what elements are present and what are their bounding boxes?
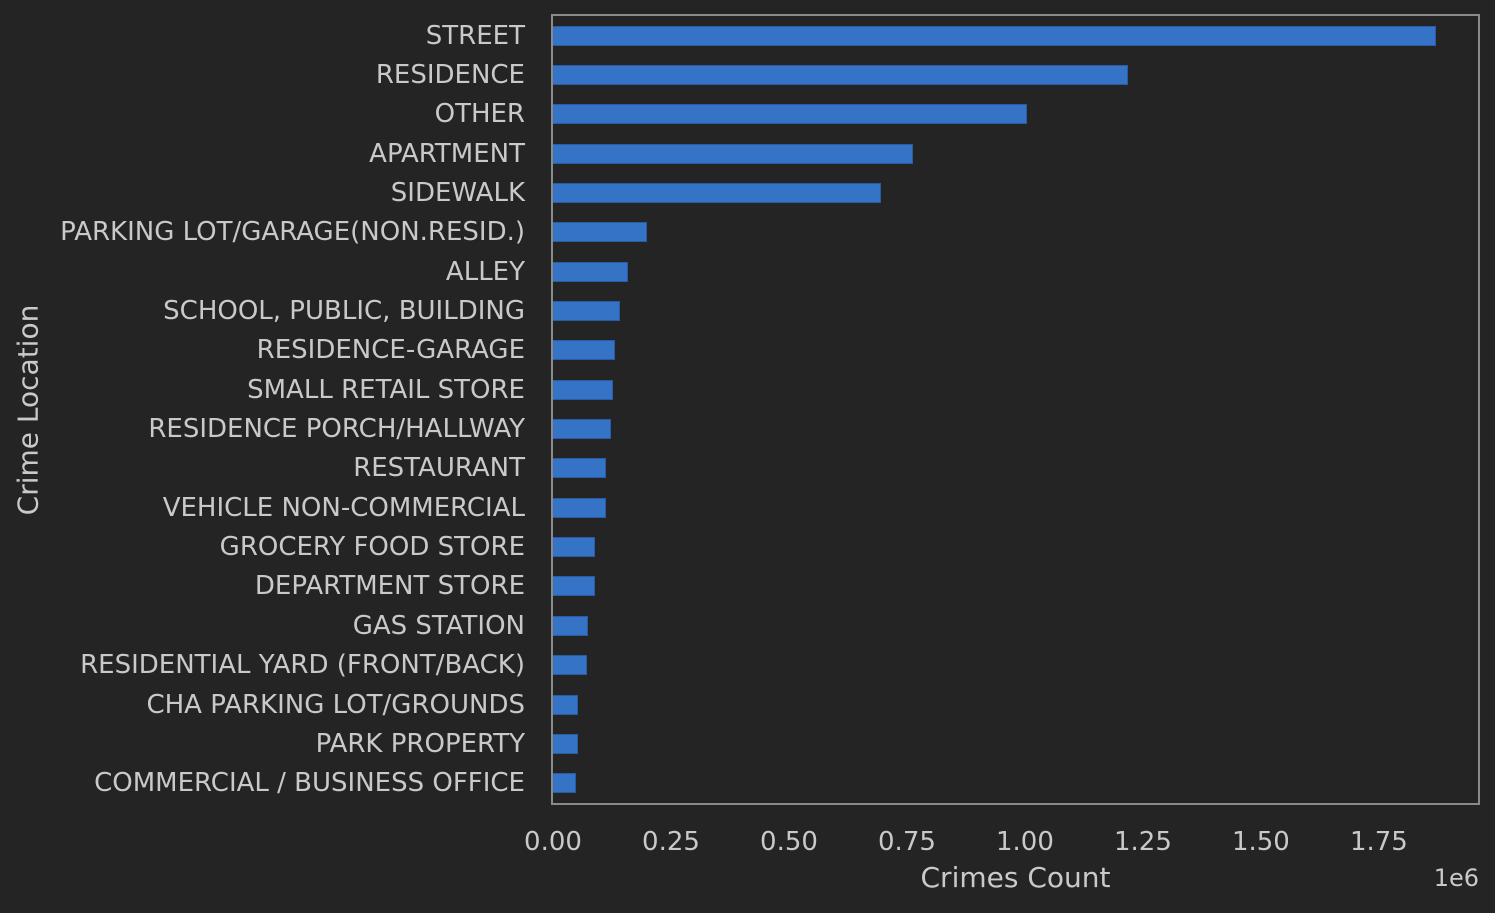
- x-tick-label: 0.75: [878, 827, 936, 857]
- x-tick-label: 0.00: [524, 827, 582, 857]
- y-tick-label: RESIDENCE-GARAGE: [256, 335, 525, 366]
- y-tick-label: SMALL RETAIL STORE: [247, 374, 525, 405]
- bar-row: [553, 527, 1478, 566]
- bar-row: [553, 646, 1478, 685]
- bar-row: [553, 173, 1478, 212]
- bar: [553, 655, 588, 676]
- bar-row: [553, 370, 1478, 409]
- bar: [553, 183, 882, 204]
- x-axis-label: Crimes Count: [920, 861, 1111, 894]
- y-tick-label: OTHER: [434, 99, 525, 130]
- x-tick-label: 0.25: [642, 827, 700, 857]
- y-tick-label: RESIDENCE PORCH/HALLWAY: [148, 414, 525, 445]
- y-tick-label: PARK PROPERTY: [315, 728, 525, 759]
- bars-container: [553, 16, 1478, 803]
- y-tick-label: APARTMENT: [369, 138, 525, 169]
- y-tick-label: GAS STATION: [352, 610, 525, 641]
- x-tick-label: 1.50: [1231, 827, 1290, 857]
- bar-row: [553, 685, 1478, 724]
- bar: [553, 773, 577, 794]
- y-tick-label: SIDEWALK: [390, 178, 525, 209]
- y-tick-label: DEPARTMENT STORE: [254, 571, 525, 602]
- plot-area: [551, 14, 1480, 805]
- bar: [553, 65, 1129, 86]
- y-tick-label: VEHICLE NON-COMMERCIAL: [162, 492, 525, 523]
- x-tick-labels: 0.00 0.25 0.50 0.75 1.00 1.25 1.50 1.75: [524, 827, 1478, 859]
- bar-row: [553, 449, 1478, 488]
- bar: [553, 25, 1436, 46]
- x-tick-label: 1.25: [1113, 827, 1172, 857]
- bar: [553, 576, 595, 597]
- bar-row: [553, 331, 1478, 370]
- bar: [553, 537, 596, 558]
- bar: [553, 419, 611, 440]
- bar-row: [553, 567, 1478, 606]
- y-tick-label: CHA PARKING LOT/GROUNDS: [146, 689, 525, 720]
- bar-row: [553, 16, 1478, 55]
- bar-row: [553, 764, 1478, 803]
- y-tick-label: GROCERY FOOD STORE: [219, 532, 525, 563]
- bar: [553, 104, 1028, 125]
- bar: [553, 143, 914, 164]
- bar: [553, 261, 628, 282]
- y-tick-label: RESIDENTIAL YARD (FRONT/BACK): [80, 650, 525, 681]
- bar-row: [553, 724, 1478, 763]
- bar: [553, 733, 578, 754]
- y-tick-label: RESTAURANT: [353, 453, 525, 484]
- bar: [553, 615, 589, 636]
- bar-row: [553, 291, 1478, 330]
- bar-row: [553, 488, 1478, 527]
- y-tick-labels: STREET RESIDENCE OTHER APARTMENT SIDEWALK PAR…: [0, 16, 525, 803]
- bar: [553, 340, 616, 361]
- bar: [553, 301, 621, 322]
- y-tick-label: COMMERCIAL / BUSINESS OFFICE: [94, 768, 525, 799]
- bar: [553, 222, 647, 243]
- x-tick-label: 1.75: [1349, 827, 1408, 857]
- bar-row: [553, 55, 1478, 94]
- x-tick-label: 0.50: [760, 827, 818, 857]
- y-tick-label: SCHOOL, PUBLIC, BUILDING: [163, 296, 525, 327]
- bar-row: [553, 409, 1478, 448]
- y-tick-label: ALLEY: [445, 256, 525, 287]
- y-tick-label: PARKING LOT/GARAGE(NON.RESID.): [60, 217, 525, 248]
- x-axis-offset-label: 1e6: [1433, 864, 1479, 892]
- bar-row: [553, 134, 1478, 173]
- bar-row: [553, 213, 1478, 252]
- bar-row: [553, 606, 1478, 645]
- y-tick-label: STREET: [425, 20, 525, 51]
- bar-row: [553, 95, 1478, 134]
- bar: [553, 694, 579, 715]
- x-tick-label: 1.00: [995, 827, 1054, 857]
- bar: [553, 458, 607, 479]
- y-tick-label: RESIDENCE: [375, 60, 525, 91]
- bar: [553, 497, 606, 518]
- bar: [553, 379, 614, 400]
- bar-row: [553, 252, 1478, 291]
